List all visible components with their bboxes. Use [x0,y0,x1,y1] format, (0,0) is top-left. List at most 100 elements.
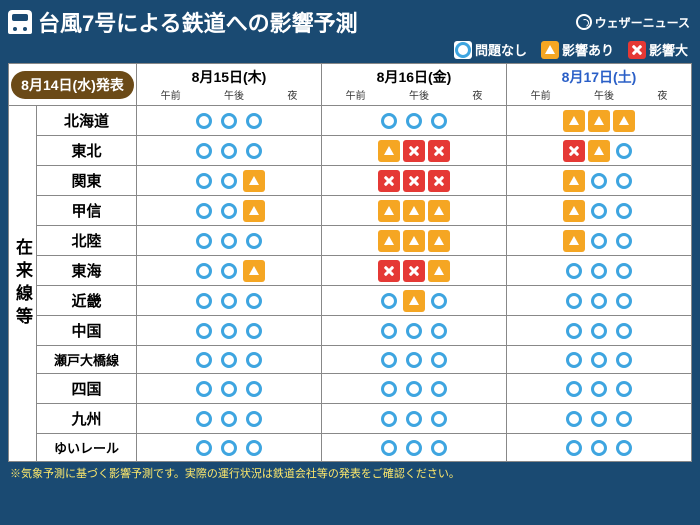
ok-icon [454,41,472,59]
table-row: 甲信 [9,196,692,226]
bad-icon [428,140,450,162]
ok-icon [218,320,240,342]
ok-icon [218,437,240,459]
brand-icon [576,14,592,30]
table-row: 中国 [9,316,692,346]
status-cell [137,106,322,136]
ok-icon [563,260,585,282]
ok-icon [403,408,425,430]
status-cell [507,374,692,404]
ok-icon [613,349,635,371]
warn-icon [243,170,265,192]
legend-bad: 影響大 [628,40,688,59]
ok-icon [563,408,585,430]
warn-icon [428,260,450,282]
ok-icon [193,230,215,252]
status-cell [322,374,507,404]
table-row: 瀬戸大橋線 [9,346,692,374]
warn-icon [243,260,265,282]
brand: ウェザーニュース [576,14,690,31]
ok-icon [403,320,425,342]
ok-icon [218,230,240,252]
ok-icon [378,320,400,342]
bad-icon [628,41,646,59]
ok-icon [563,437,585,459]
ok-icon [243,437,265,459]
region-label: 近畿 [37,286,137,316]
bad-icon [403,260,425,282]
ok-icon [218,170,240,192]
table: 8月14日(水)発表 8月15日(木)午前午後夜8月16日(金)午前午後夜8月1… [0,63,700,462]
ok-icon [378,290,400,312]
ok-icon [378,349,400,371]
warn-icon [563,230,585,252]
region-label: 中国 [37,316,137,346]
bad-icon [403,170,425,192]
ok-icon [588,408,610,430]
warn-icon [403,290,425,312]
ok-icon [613,140,635,162]
status-cell [137,226,322,256]
region-label: ゆいレール [37,434,137,462]
ok-icon [588,437,610,459]
ok-icon [613,437,635,459]
legend: 問題なし 影響あり 影響大 [0,40,700,63]
ok-icon [193,290,215,312]
ok-icon [193,349,215,371]
issued-pill: 8月14日(水)発表 [11,71,134,99]
region-label: 北海道 [37,106,137,136]
ok-icon [243,290,265,312]
status-cell [137,166,322,196]
status-cell [507,226,692,256]
ok-icon [218,378,240,400]
ok-icon [193,437,215,459]
ok-icon [218,290,240,312]
status-cell [507,434,692,462]
status-cell [507,286,692,316]
ok-icon [563,378,585,400]
ok-icon [563,320,585,342]
ok-icon [378,408,400,430]
warn-icon [563,110,585,132]
ok-icon [218,200,240,222]
ok-icon [588,290,610,312]
ok-icon [403,349,425,371]
side-label: 在来線等 [9,106,37,462]
warn-icon [588,140,610,162]
warn-icon [563,170,585,192]
ok-icon [428,290,450,312]
ok-icon [588,200,610,222]
ok-icon [243,349,265,371]
table-row: 北陸 [9,226,692,256]
ok-icon [218,140,240,162]
table-row: ゆいレール [9,434,692,462]
status-cell [137,316,322,346]
ok-icon [613,260,635,282]
warn-icon [243,200,265,222]
warn-icon [428,230,450,252]
day-header: 8月15日(木)午前午後夜 [137,64,322,106]
ok-icon [428,320,450,342]
table-row: 近畿 [9,286,692,316]
status-cell [137,136,322,166]
region-label: 関東 [37,166,137,196]
warn-icon [563,200,585,222]
day-header: 8月16日(金)午前午後夜 [322,64,507,106]
ok-icon [428,378,450,400]
ok-icon [588,349,610,371]
warn-icon [378,140,400,162]
ok-icon [218,349,240,371]
status-cell [322,136,507,166]
bad-icon [378,170,400,192]
region-label: 東北 [37,136,137,166]
status-cell [507,316,692,346]
bad-icon [563,140,585,162]
footnote: ※気象予測に基づく影響予測です。実際の運行状況は鉄道会社等の発表をご確認ください… [0,462,700,481]
table-row: 四国 [9,374,692,404]
warn-icon [613,110,635,132]
page-title: 台風7号による鉄道への影響予測 [38,6,358,38]
ok-icon [613,408,635,430]
ok-icon [378,378,400,400]
ok-icon [218,260,240,282]
header: 台風7号による鉄道への影響予測 ウェザーニュース [0,0,700,40]
